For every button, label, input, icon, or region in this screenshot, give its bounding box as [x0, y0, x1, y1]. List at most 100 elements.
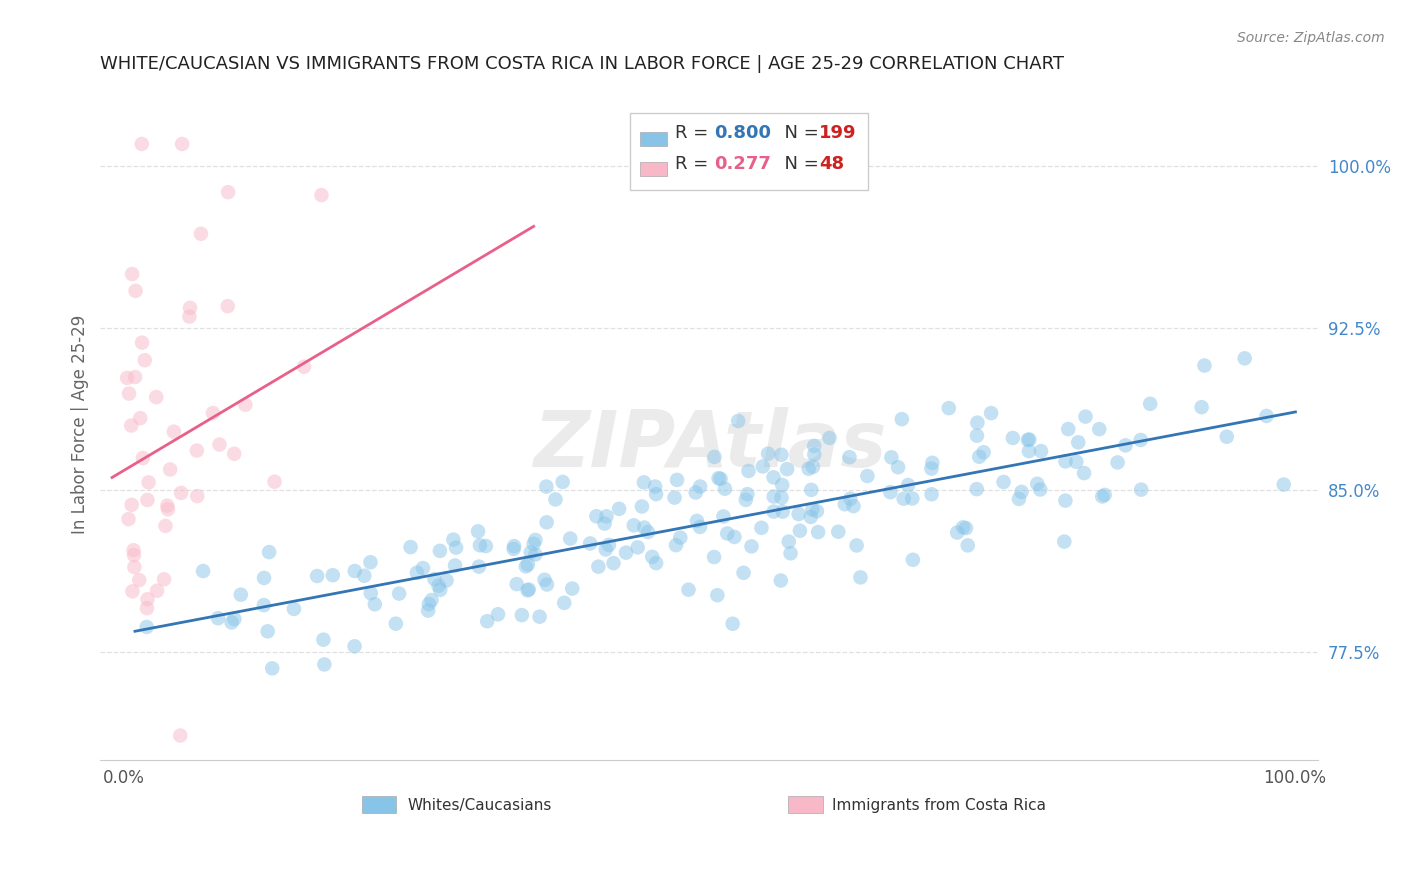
Point [734, 492, 756, 507]
Point [1029, 444, 1052, 458]
Point [121, 498, 143, 512]
Point [1073, 466, 1095, 480]
Text: R =: R = [675, 125, 714, 143]
Point [533, 573, 555, 587]
Point [412, 561, 434, 575]
Point [801, 459, 824, 474]
Point [686, 514, 709, 528]
Point [135, 620, 157, 634]
Point [893, 491, 915, 506]
Point [627, 541, 650, 555]
Point [436, 574, 458, 588]
Point [524, 533, 547, 547]
Point [217, 185, 239, 199]
Point [120, 418, 142, 433]
Point [800, 483, 823, 497]
Point [713, 509, 735, 524]
Point [388, 586, 411, 600]
Text: Source: ZipAtlas.com: Source: ZipAtlas.com [1237, 31, 1385, 45]
Point [803, 439, 825, 453]
Point [1017, 433, 1039, 447]
Point [770, 478, 793, 492]
Point [800, 509, 823, 524]
Point [772, 505, 794, 519]
Point [1066, 455, 1088, 469]
Point [256, 624, 278, 639]
Point [801, 502, 824, 516]
Point [224, 447, 246, 461]
Point [770, 491, 793, 505]
Point [510, 608, 533, 623]
Point [770, 448, 793, 462]
Point [1216, 430, 1239, 444]
Point [524, 548, 547, 562]
Point [737, 464, 759, 478]
Point [1054, 454, 1077, 468]
Point [666, 473, 689, 487]
Point [1001, 431, 1024, 445]
Point [644, 479, 666, 493]
Point [444, 558, 467, 573]
Point [1054, 493, 1077, 508]
Point [515, 559, 537, 574]
Point [517, 582, 540, 597]
Point [536, 577, 558, 591]
Point [553, 596, 575, 610]
Point [751, 521, 773, 535]
Point [416, 604, 439, 618]
Point [966, 482, 988, 496]
Point [136, 601, 159, 615]
Point [849, 570, 872, 584]
Point [762, 490, 785, 504]
Point [946, 525, 969, 540]
Point [292, 359, 315, 374]
Text: Immigrants from Costa Rica: Immigrants from Costa Rica [832, 797, 1046, 813]
Point [607, 501, 630, 516]
Point [399, 540, 422, 554]
Point [614, 546, 637, 560]
Point [703, 549, 725, 564]
Point [595, 542, 617, 557]
Point [322, 568, 344, 582]
Point [706, 588, 728, 602]
Point [138, 475, 160, 490]
Point [544, 492, 567, 507]
Point [689, 479, 711, 493]
Point [727, 414, 749, 428]
Point [406, 566, 429, 580]
Point [1074, 409, 1097, 424]
Point [132, 450, 155, 465]
Point [631, 500, 654, 514]
Point [645, 487, 668, 501]
Point [665, 538, 688, 552]
Point [797, 462, 820, 476]
Point [769, 574, 792, 588]
Point [955, 521, 977, 535]
Point [364, 597, 387, 611]
Point [778, 534, 800, 549]
Point [803, 448, 825, 462]
Point [818, 431, 841, 445]
Point [1130, 483, 1153, 497]
Point [423, 572, 446, 586]
Point [156, 502, 179, 516]
Point [519, 545, 541, 559]
Point [1114, 438, 1136, 452]
Point [920, 461, 942, 475]
Point [136, 592, 159, 607]
Point [172, 136, 194, 151]
FancyBboxPatch shape [363, 797, 396, 814]
Point [131, 136, 153, 151]
Point [921, 456, 943, 470]
Point [588, 559, 610, 574]
Point [224, 612, 246, 626]
Point [787, 507, 810, 521]
Point [1091, 490, 1114, 504]
Point [664, 491, 686, 505]
Point [536, 479, 558, 493]
Point [842, 499, 865, 513]
Point [136, 492, 159, 507]
Point [418, 597, 440, 611]
Point [921, 487, 943, 501]
Point [529, 609, 551, 624]
